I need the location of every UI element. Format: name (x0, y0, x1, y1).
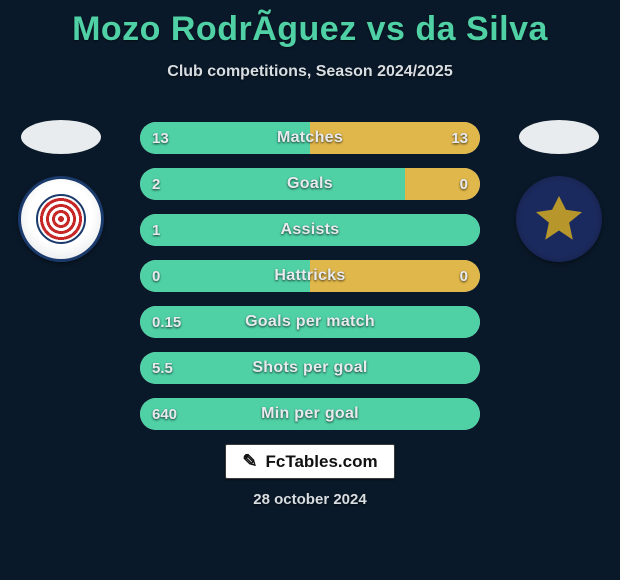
player-right-panel (504, 120, 614, 262)
stat-label: Goals per match (140, 306, 480, 338)
stat-label: Min per goal (140, 398, 480, 430)
player-left-panel (6, 120, 116, 262)
stat-label: Shots per goal (140, 352, 480, 384)
stat-label: Hattricks (140, 260, 480, 292)
stat-label: Goals (140, 168, 480, 200)
stat-row: 640Min per goal (140, 398, 480, 430)
player-left-silhouette (21, 120, 101, 154)
stat-label: Matches (140, 122, 480, 154)
stat-row: 5.5Shots per goal (140, 352, 480, 384)
brand-box: ✎ FcTables.com (225, 444, 394, 479)
page-title: Mozo RodrÃ­guez vs da Silva (0, 0, 620, 49)
brand-glyph-icon: ✎ (242, 451, 257, 472)
stat-row: 1313Matches (140, 122, 480, 154)
stat-row: 00Hattricks (140, 260, 480, 292)
club-badge-left-icon (18, 176, 104, 262)
subtitle: Club competitions, Season 2024/2025 (0, 63, 620, 81)
brand-text: FcTables.com (265, 452, 377, 472)
club-badge-right-icon (516, 176, 602, 262)
footer: ✎ FcTables.com 28 october 2024 (0, 444, 620, 508)
stat-label: Assists (140, 214, 480, 246)
comparison-bars: 1313Matches 20Goals 1Assists 00Hattricks 0.1… (140, 122, 480, 430)
date-text: 28 october 2024 (253, 491, 366, 508)
stat-row: 1Assists (140, 214, 480, 246)
stat-row: 0.15Goals per match (140, 306, 480, 338)
player-right-silhouette (519, 120, 599, 154)
stat-row: 20Goals (140, 168, 480, 200)
